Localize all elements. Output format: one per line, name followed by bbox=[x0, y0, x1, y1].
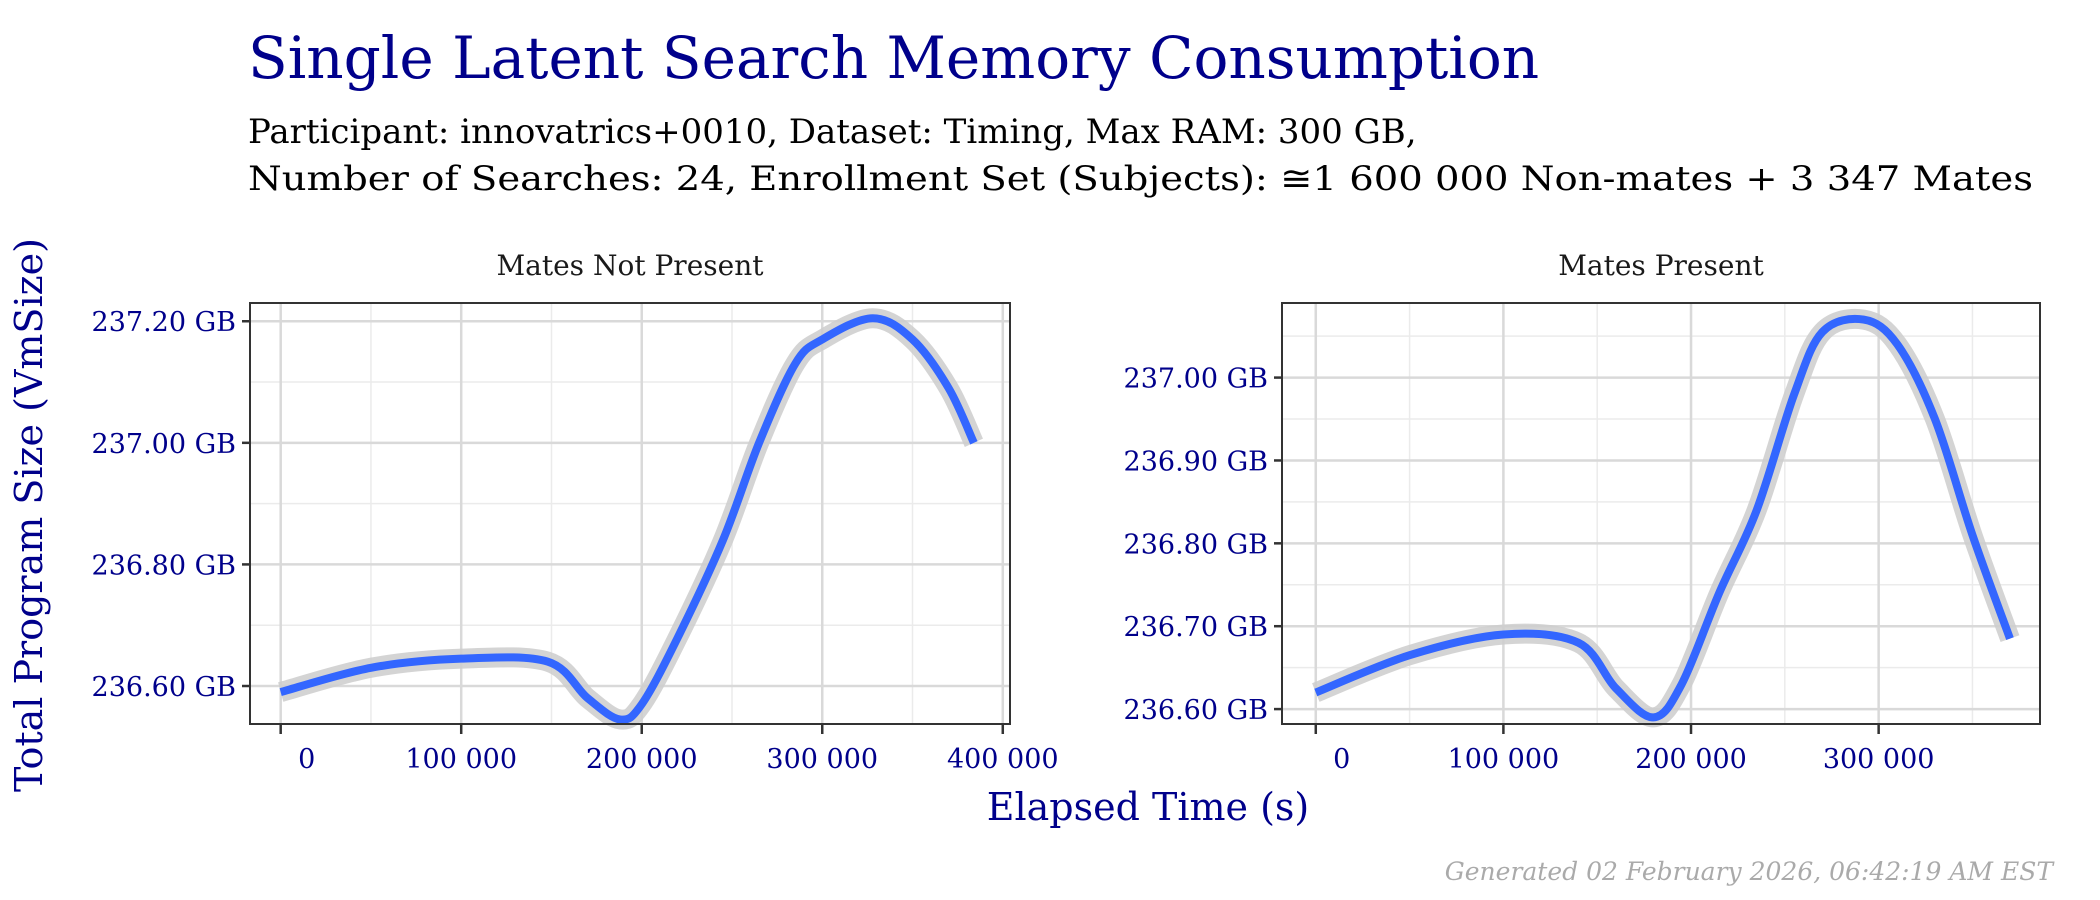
panel-border bbox=[1281, 302, 2041, 725]
x-tick-label: 100 000 bbox=[405, 744, 517, 775]
panel-strip-label: Mates Not Present bbox=[497, 249, 765, 282]
panel-0: Mates Not Present 0 100 000 200 000 300 000 4… bbox=[92, 249, 1059, 775]
footer-generated: Generated 02 February 2026, 06:42:19 AM … bbox=[1445, 857, 2056, 886]
x-tick-label: 100 000 bbox=[1448, 744, 1560, 775]
y-tick-label: 237.00 GB bbox=[92, 429, 236, 460]
y-tick-label: 236.80 GB bbox=[92, 550, 236, 581]
x-tick-label: 0 bbox=[298, 744, 315, 775]
chart-subtitle-line-2: Number of Searches: 24, Enrollment Set (… bbox=[248, 159, 2033, 199]
y-axis-title: Total Program Size (VmSize) bbox=[7, 238, 51, 792]
series-line bbox=[279, 314, 978, 724]
y-tick-label: 236.90 GB bbox=[1124, 446, 1268, 477]
panel-border bbox=[249, 302, 1011, 725]
x-tick-label: 200 000 bbox=[586, 744, 698, 775]
x-tick-label: 0 bbox=[1333, 744, 1350, 775]
y-tick-label: 236.60 GB bbox=[1124, 695, 1268, 726]
chart-title: Single Latent Search Memory Consumption bbox=[248, 24, 1539, 92]
chart-subtitle-line-1: Participant: innovatrics+0010, Dataset: … bbox=[248, 112, 1417, 152]
x-tick-label: 300 000 bbox=[766, 744, 878, 775]
x-tick-label: 400 000 bbox=[947, 744, 1059, 775]
y-tick-label: 236.60 GB bbox=[92, 672, 236, 703]
x-tick-label: 200 000 bbox=[1635, 744, 1747, 775]
y-tick-label: 236.70 GB bbox=[1124, 612, 1268, 643]
y-tick-label: 237.20 GB bbox=[92, 307, 236, 338]
y-tick-label: 236.80 GB bbox=[1124, 529, 1268, 560]
panel-background bbox=[250, 303, 1010, 724]
x-axis-title: Elapsed Time (s) bbox=[987, 785, 1310, 829]
series-line bbox=[1314, 314, 2014, 722]
y-tick-label: 237.00 GB bbox=[1124, 364, 1268, 395]
panel-strip-label: Mates Present bbox=[1558, 249, 1764, 282]
panel-1: Mates Present 0 100 000 200 000 300 000 236.6… bbox=[1124, 249, 2041, 775]
x-tick-label: 300 000 bbox=[1823, 744, 1935, 775]
